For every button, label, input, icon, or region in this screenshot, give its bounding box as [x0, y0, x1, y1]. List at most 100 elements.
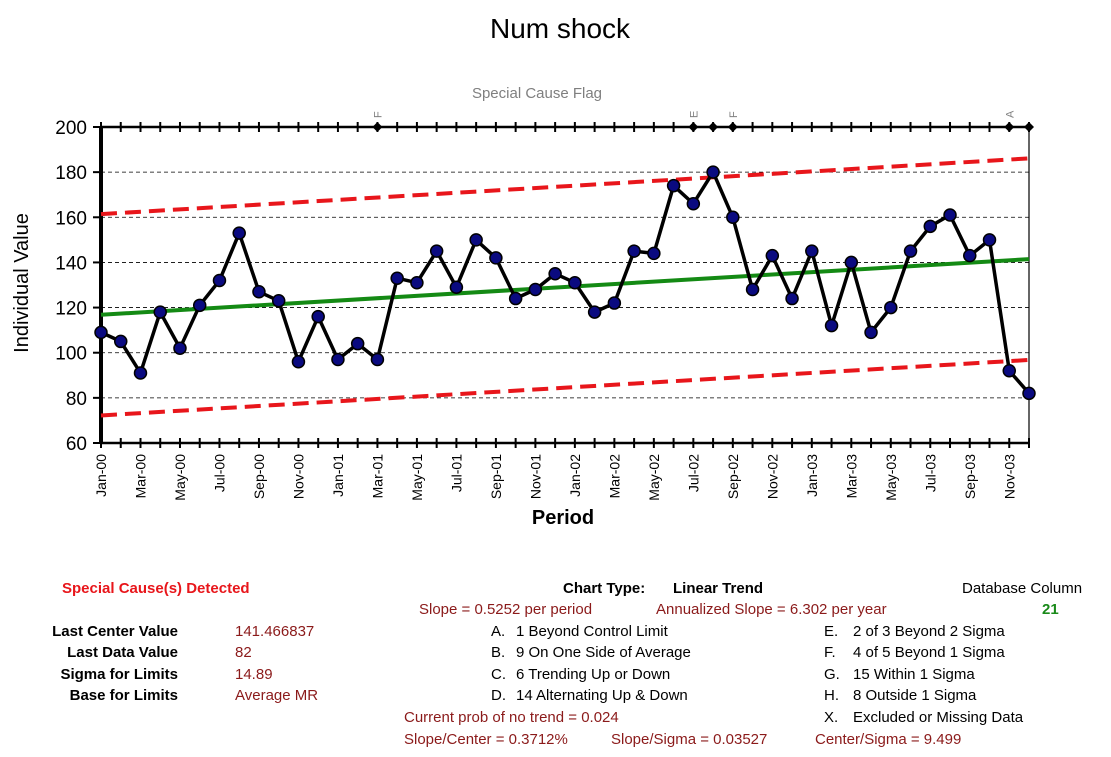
chart-type-label: Chart Type: — [563, 580, 646, 597]
data-point — [508, 291, 523, 306]
flag-label: A — [1004, 110, 1016, 118]
data-point — [489, 251, 503, 265]
data-point — [726, 210, 740, 225]
flag-marker — [688, 122, 699, 132]
data-point — [449, 280, 464, 295]
x-tick-label: Nov-02 — [764, 454, 780, 499]
rule-code-c: C. — [491, 666, 506, 683]
annualized-slope-text: Annualized Slope = 6.302 per year — [656, 601, 887, 618]
flag-label: F — [728, 111, 740, 118]
flag-row-label: Special Cause Flag — [472, 85, 602, 102]
x-tick-label: May-01 — [409, 454, 425, 501]
stat-value-sigma: 14.89 — [235, 666, 273, 683]
data-point — [587, 305, 602, 319]
rule-code-d: D. — [491, 687, 506, 704]
flag-marker — [372, 122, 383, 132]
data-point — [252, 285, 266, 299]
lower-control-limit — [100, 357, 1030, 418]
data-point — [370, 352, 385, 367]
y-tick-label: 80 — [66, 389, 87, 410]
rule-text-x: Excluded or Missing Data — [853, 709, 1024, 726]
rule-code-a: A. — [491, 623, 506, 640]
data-point — [943, 208, 957, 222]
data-point — [113, 334, 128, 349]
stat-label-last-center: Last Center Value — [52, 623, 178, 640]
rule-text-b: 9 On One Side of Average — [516, 644, 691, 661]
data-point — [1002, 364, 1017, 378]
data-point — [232, 226, 246, 240]
x-tick-label: Sep-00 — [251, 454, 267, 499]
flag-marker — [708, 122, 719, 132]
x-tick-label: Sep-01 — [488, 454, 504, 499]
data-point — [805, 244, 819, 258]
y-tick-label: 60 — [66, 434, 87, 455]
data-point — [785, 291, 799, 306]
rule-code-e: E. — [824, 623, 839, 640]
rule-text-d: 14 Alternating Up & Down — [516, 687, 688, 704]
flag-label: E — [688, 111, 700, 118]
flag-marker — [1024, 122, 1034, 132]
rule-code-h: H. — [824, 687, 839, 704]
x-tick-label: May-02 — [646, 454, 662, 501]
rule-code-b: B. — [491, 644, 506, 661]
x-tick-label: Nov-00 — [290, 454, 306, 499]
y-tick-label: 100 — [55, 344, 87, 365]
rule-text-f: 4 of 5 Beyond 1 Sigma — [853, 644, 1005, 661]
data-point — [686, 196, 701, 211]
center-line — [100, 257, 1030, 317]
data-point — [410, 275, 424, 290]
data-point — [173, 341, 187, 355]
chart-title: Num shock — [490, 13, 631, 44]
x-tick-label: Mar-01 — [369, 454, 385, 499]
upper-control-limit — [100, 156, 1030, 217]
slope-center-ratio: Slope/Center = 0.3712% — [404, 731, 568, 748]
y-axis-title: Individual Value — [11, 213, 33, 353]
data-point — [824, 318, 839, 333]
x-tick-label: Jul-03 — [922, 454, 938, 492]
stat-label-sigma: Sigma for Limits — [60, 666, 178, 683]
x-tick-label: Jan-02 — [567, 454, 583, 497]
x-tick-label: Nov-03 — [1001, 454, 1017, 499]
data-point — [765, 248, 780, 263]
rule-code-g: G. — [824, 666, 840, 683]
x-tick-label: May-00 — [172, 454, 188, 501]
y-tick-label: 140 — [55, 253, 87, 274]
stat-label-base: Base for Limits — [69, 687, 178, 704]
flag-marker — [727, 122, 738, 132]
center-sigma-ratio: Center/Sigma = 9.499 — [815, 731, 962, 748]
data-point — [568, 275, 582, 290]
x-tick-label: Mar-02 — [606, 454, 622, 499]
rule-code-x: X. — [824, 709, 839, 726]
y-tick-label: 160 — [55, 208, 87, 229]
data-point — [350, 336, 365, 351]
database-column-value: 21 — [1042, 601, 1059, 618]
stat-value-base: Average MR — [235, 687, 319, 704]
rule-text-e: 2 of 3 Beyond 2 Sigma — [853, 623, 1005, 640]
data-point — [94, 325, 108, 340]
data-point — [844, 255, 859, 270]
y-tick-label: 200 — [55, 118, 87, 139]
data-point — [884, 300, 898, 315]
x-tick-label: Sep-02 — [725, 454, 741, 499]
flag-marker — [1004, 122, 1015, 132]
flag-label: F — [372, 111, 384, 118]
data-point — [982, 233, 997, 247]
slope-sigma-ratio: Slope/Sigma = 0.03527 — [611, 731, 768, 748]
data-point — [429, 244, 444, 258]
x-tick-label: Jul-01 — [448, 454, 464, 492]
data-point — [706, 165, 720, 179]
chart-type-value: Linear Trend — [673, 580, 764, 597]
data-point — [903, 244, 918, 258]
data-point — [133, 366, 148, 380]
data-point — [469, 233, 483, 247]
data-point — [666, 178, 681, 193]
rule-code-f: F. — [824, 644, 836, 661]
database-column-label: Database Column — [962, 580, 1083, 597]
rule-text-h: 8 Outside 1 Sigma — [853, 687, 977, 704]
stat-label-last-data: Last Data Value — [67, 644, 178, 661]
prob-no-trend: Current prob of no trend = 0.024 — [404, 709, 619, 726]
x-tick-label: Mar-00 — [132, 454, 148, 499]
x-tick-label: Mar-03 — [843, 454, 859, 499]
x-tick-label: Jul-00 — [211, 454, 227, 492]
slope-text: Slope = 0.5252 per period — [419, 601, 593, 618]
